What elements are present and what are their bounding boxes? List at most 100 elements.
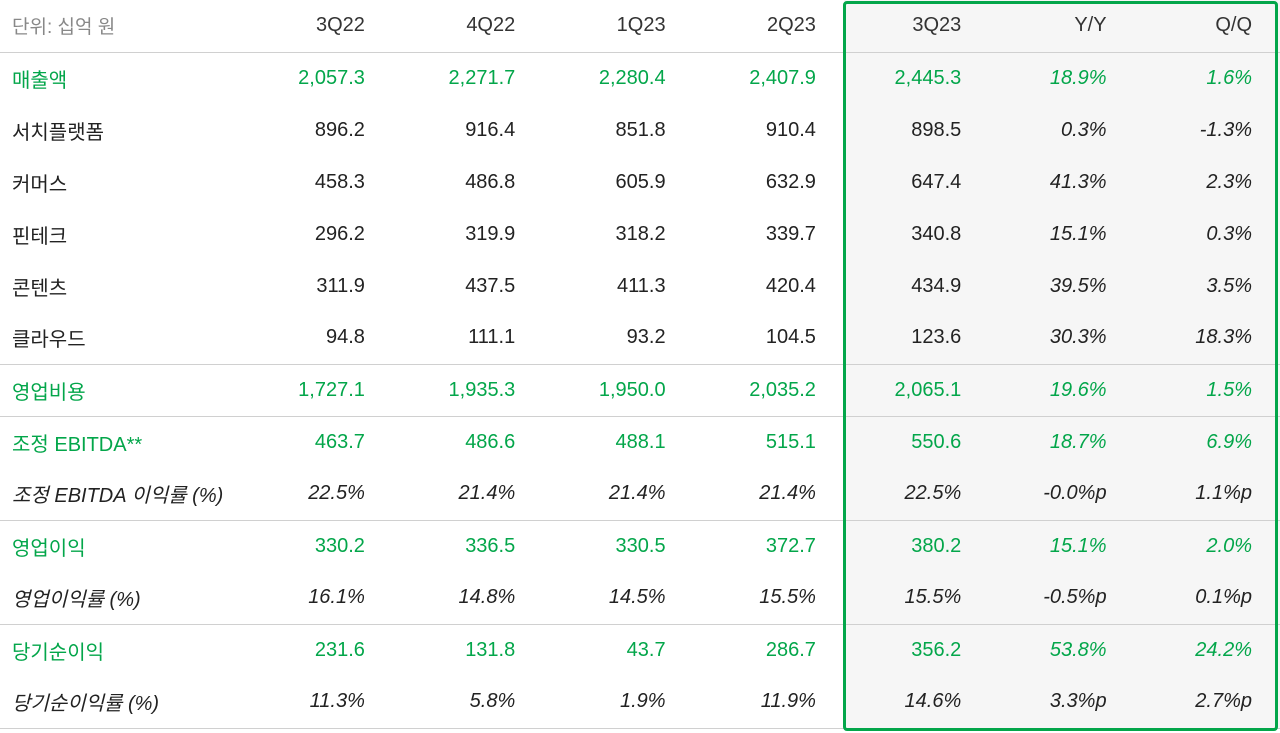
cell: -0.0%p <box>989 468 1134 520</box>
cell: 411.3 <box>543 260 693 312</box>
cell: 11.9% <box>694 676 844 728</box>
table-row: 영업이익330.2336.5330.5372.7380.215.1%2.0% <box>0 520 1280 572</box>
cell: 330.2 <box>243 520 393 572</box>
cell: 1.6% <box>1135 52 1280 104</box>
cell: 486.8 <box>393 156 543 208</box>
col-2q23: 2Q23 <box>694 0 844 52</box>
cell: 463.7 <box>243 416 393 468</box>
table-row: 서치플랫폼896.2916.4851.8910.4898.50.3%-1.3% <box>0 104 1280 156</box>
cell: 2,065.1 <box>844 364 989 416</box>
cell: 420.4 <box>694 260 844 312</box>
cell: 14.6% <box>844 676 989 728</box>
cell: 39.5% <box>989 260 1134 312</box>
financial-table-container: 단위: 십억 원 3Q22 4Q22 1Q23 2Q23 3Q23 Y/Y Q/… <box>0 0 1280 733</box>
cell: 104.5 <box>694 312 844 364</box>
cell: 30.3% <box>989 312 1134 364</box>
cell: -1.3% <box>1135 104 1280 156</box>
cell: 437.5 <box>393 260 543 312</box>
cell: 3.3%p <box>989 676 1134 728</box>
row-label: 당기순이익률 (%) <box>0 676 243 728</box>
cell: 0.3% <box>1135 208 1280 260</box>
table-body: 매출액2,057.32,271.72,280.42,407.92,445.318… <box>0 52 1280 728</box>
cell: 330.5 <box>543 520 693 572</box>
cell: 24.2% <box>1135 624 1280 676</box>
cell: 93.2 <box>543 312 693 364</box>
table-row: 조정 EBITDA**463.7486.6488.1515.1550.618.7… <box>0 416 1280 468</box>
col-yy: Y/Y <box>989 0 1134 52</box>
cell: 851.8 <box>543 104 693 156</box>
col-qq: Q/Q <box>1135 0 1280 52</box>
cell: 380.2 <box>844 520 989 572</box>
cell: 898.5 <box>844 104 989 156</box>
cell: 605.9 <box>543 156 693 208</box>
table-row: 클라우드94.8111.193.2104.5123.630.3%18.3% <box>0 312 1280 364</box>
row-label: 클라우드 <box>0 312 243 364</box>
cell: 458.3 <box>243 156 393 208</box>
cell: 340.8 <box>844 208 989 260</box>
cell: 18.9% <box>989 52 1134 104</box>
table-row: 조정 EBITDA 이익률 (%)22.5%21.4%21.4%21.4%22.… <box>0 468 1280 520</box>
cell: 2,280.4 <box>543 52 693 104</box>
cell: 53.8% <box>989 624 1134 676</box>
cell: 515.1 <box>694 416 844 468</box>
cell: 15.1% <box>989 520 1134 572</box>
cell: 1.5% <box>1135 364 1280 416</box>
cell: 647.4 <box>844 156 989 208</box>
row-label: 핀테크 <box>0 208 243 260</box>
cell: 18.7% <box>989 416 1134 468</box>
row-label: 영업비용 <box>0 364 243 416</box>
cell: 43.7 <box>543 624 693 676</box>
cell: 2.7%p <box>1135 676 1280 728</box>
col-3q23: 3Q23 <box>844 0 989 52</box>
cell: 41.3% <box>989 156 1134 208</box>
cell: 131.8 <box>393 624 543 676</box>
unit-label: 단위: 십억 원 <box>0 0 243 52</box>
cell: 6.9% <box>1135 416 1280 468</box>
col-1q23: 1Q23 <box>543 0 693 52</box>
cell: 2,057.3 <box>243 52 393 104</box>
cell: 231.6 <box>243 624 393 676</box>
cell: 14.5% <box>543 572 693 624</box>
cell: 1,727.1 <box>243 364 393 416</box>
cell: 1.9% <box>543 676 693 728</box>
table-row: 콘텐츠311.9437.5411.3420.4434.939.5%3.5% <box>0 260 1280 312</box>
cell: 896.2 <box>243 104 393 156</box>
table-row: 영업비용1,727.11,935.31,950.02,035.22,065.11… <box>0 364 1280 416</box>
cell: 434.9 <box>844 260 989 312</box>
cell: 1,950.0 <box>543 364 693 416</box>
cell: 14.8% <box>393 572 543 624</box>
row-label: 매출액 <box>0 52 243 104</box>
cell: 111.1 <box>393 312 543 364</box>
cell: 15.5% <box>694 572 844 624</box>
table-row: 당기순이익률 (%)11.3%5.8%1.9%11.9%14.6%3.3%p2.… <box>0 676 1280 728</box>
cell: 339.7 <box>694 208 844 260</box>
col-3q22: 3Q22 <box>243 0 393 52</box>
row-label: 콘텐츠 <box>0 260 243 312</box>
row-label: 영업이익률 (%) <box>0 572 243 624</box>
cell: 15.1% <box>989 208 1134 260</box>
col-4q22: 4Q22 <box>393 0 543 52</box>
cell: 0.3% <box>989 104 1134 156</box>
row-label: 서치플랫폼 <box>0 104 243 156</box>
cell: 2.3% <box>1135 156 1280 208</box>
cell: 486.6 <box>393 416 543 468</box>
table-row: 매출액2,057.32,271.72,280.42,407.92,445.318… <box>0 52 1280 104</box>
cell: 356.2 <box>844 624 989 676</box>
cell: 550.6 <box>844 416 989 468</box>
cell: 916.4 <box>393 104 543 156</box>
cell: 11.3% <box>243 676 393 728</box>
cell: 3.5% <box>1135 260 1280 312</box>
cell: 2,271.7 <box>393 52 543 104</box>
cell: 2.0% <box>1135 520 1280 572</box>
cell: 19.6% <box>989 364 1134 416</box>
cell: 21.4% <box>393 468 543 520</box>
table-row: 핀테크296.2319.9318.2339.7340.815.1%0.3% <box>0 208 1280 260</box>
cell: 22.5% <box>844 468 989 520</box>
cell: 2,407.9 <box>694 52 844 104</box>
table-row: 영업이익률 (%)16.1%14.8%14.5%15.5%15.5%-0.5%p… <box>0 572 1280 624</box>
cell: 488.1 <box>543 416 693 468</box>
cell: 311.9 <box>243 260 393 312</box>
table-row: 커머스458.3486.8605.9632.9647.441.3%2.3% <box>0 156 1280 208</box>
cell: 16.1% <box>243 572 393 624</box>
row-label: 조정 EBITDA** <box>0 416 243 468</box>
